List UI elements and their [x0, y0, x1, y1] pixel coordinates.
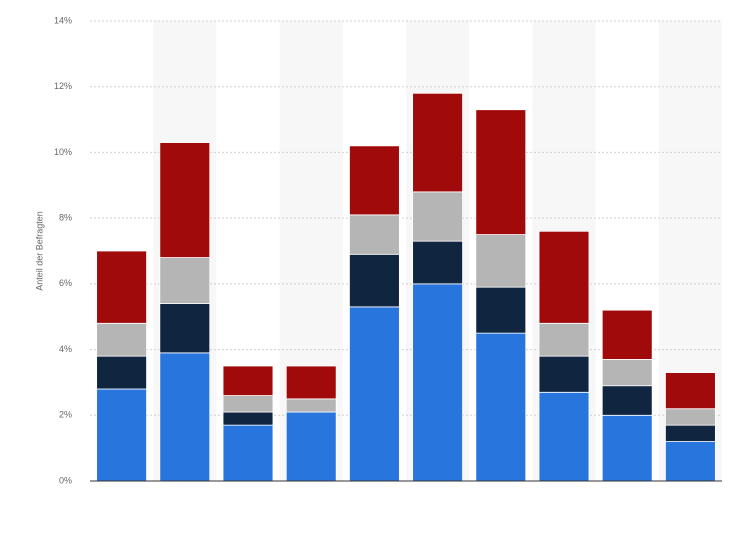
bar-segment: [285, 411, 337, 482]
bar-segment: [222, 365, 274, 396]
y-axis-label: Anteil der Befragten: [34, 211, 44, 291]
bar-segment: [159, 142, 211, 258]
bar-segment: [475, 332, 527, 482]
bar-segment: [412, 191, 463, 242]
y-tick-label: 8%: [59, 213, 72, 223]
bar-segment: [665, 372, 716, 410]
bar-segment: [349, 145, 400, 216]
bar-segment: [665, 408, 716, 426]
bar-segment: [538, 322, 590, 357]
bar-segment: [96, 250, 147, 324]
bar-segment: [159, 257, 211, 304]
y-tick-label: 12%: [54, 81, 72, 91]
bar-segment: [601, 385, 653, 416]
bar-segment: [601, 414, 653, 482]
bar-segment: [665, 441, 716, 482]
bar-segment: [96, 322, 147, 357]
y-tick-label: 0%: [59, 475, 72, 485]
bar-segment: [538, 230, 590, 324]
bar-segment: [159, 303, 211, 354]
bar-segment: [475, 234, 527, 288]
bar-segment: [538, 355, 590, 393]
bar-segment: [285, 365, 337, 400]
y-tick-label: 4%: [59, 344, 72, 354]
bar-segment: [222, 424, 274, 482]
bar-segment: [349, 253, 400, 308]
bar-segment: [96, 355, 147, 390]
bar-segment: [412, 92, 463, 193]
bar-segment: [538, 391, 590, 482]
bar-segment: [96, 388, 147, 482]
y-tick-label: 10%: [54, 147, 72, 157]
y-tick-label: 14%: [54, 15, 72, 25]
bar-segment: [222, 411, 274, 426]
bar-segment: [665, 424, 716, 442]
bar-segment: [601, 359, 653, 387]
bar-segment: [475, 109, 527, 235]
y-tick-label: 6%: [59, 278, 72, 288]
bar-segment: [349, 306, 400, 482]
bar-segment: [349, 214, 400, 255]
bar-segment: [412, 240, 463, 285]
bar-segment: [222, 395, 274, 413]
bar-segment: [412, 283, 463, 482]
bar-segment: [285, 398, 337, 413]
bar-segment: [601, 309, 653, 360]
y-tick-label: 2%: [59, 410, 72, 420]
bar-segment: [475, 286, 527, 334]
bar-segment: [159, 352, 211, 482]
